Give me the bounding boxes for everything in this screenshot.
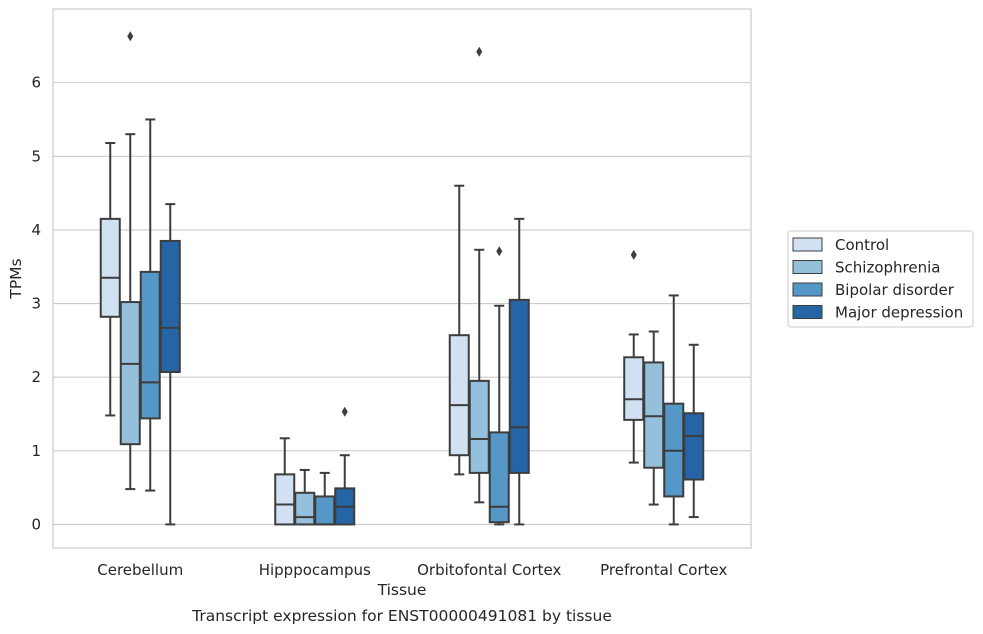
x-tick-labels: Cerebellum Hipppocampus Orbitofontal Corte…: [97, 561, 727, 579]
y-tick-label-2: 2: [31, 368, 41, 386]
box-iqr: [294, 491, 316, 526]
box-iqr: [643, 361, 665, 469]
box-2-2: [488, 246, 510, 526]
box-2-1: [468, 46, 490, 504]
y-tick-labels: 0 1 2 3 4 5 6: [31, 74, 41, 534]
box-iqr: [448, 334, 470, 457]
legend-label-3: Major depression: [835, 304, 963, 322]
x-tick-label-2: Orbitofontal Cortex: [417, 561, 561, 579]
box-0-1: [119, 31, 141, 491]
outlier-point-0: [630, 249, 637, 260]
box-3-2: [663, 294, 685, 526]
box-plot-series: [99, 31, 705, 526]
box-iqr: [623, 356, 645, 421]
y-tick-label-5: 5: [31, 147, 41, 165]
box-3-0: [623, 249, 645, 464]
box-0-3: [159, 203, 181, 526]
box-1-2: [314, 471, 336, 526]
box-2-0: [448, 184, 470, 476]
legend-swatch-0: [792, 237, 823, 252]
legend-swatch-2: [792, 282, 823, 297]
plot-area-frame: [52, 8, 752, 549]
box-iqr: [119, 301, 141, 446]
legend-swatch-3: [792, 305, 823, 319]
box-iqr: [139, 270, 161, 420]
legend-swatch-1: [792, 260, 823, 274]
outlier-point-0: [476, 46, 483, 57]
box-iqr: [488, 431, 510, 524]
box-1-3: [334, 406, 356, 526]
box-iqr: [508, 298, 530, 474]
legend-label-1: Schizophrenia: [835, 259, 940, 277]
box-3-1: [643, 330, 665, 506]
x-axis-label: Tissue: [377, 581, 427, 599]
x-tick-label-3: Prefrontal Cortex: [600, 561, 727, 579]
outlier-point-0: [127, 31, 134, 42]
legend: Control Schizophrenia Bipolar disorder Majo…: [787, 230, 974, 328]
y-tick-label-4: 4: [31, 221, 41, 239]
figure-caption: Transcript expression for ENST0000049108…: [191, 607, 612, 625]
box-0-0: [99, 142, 121, 417]
box-iqr: [159, 239, 181, 374]
legend-label-2: Bipolar disorder: [835, 281, 955, 299]
box-3-3: [683, 343, 705, 519]
legend-label-0: Control: [835, 236, 889, 254]
y-tick-label-6: 6: [31, 74, 41, 92]
x-tick-label-1: Hipppocampus: [259, 561, 371, 579]
legend-frame: [787, 230, 974, 328]
box-2-3: [508, 217, 530, 526]
box-iqr: [683, 412, 705, 481]
box-1-1: [294, 468, 316, 526]
outlier-point-0: [496, 246, 503, 257]
y-tick-label-1: 1: [31, 442, 41, 460]
y-axis-label: TPMs: [7, 258, 25, 299]
y-tick-label-0: 0: [31, 515, 41, 533]
box-iqr: [99, 217, 121, 318]
box-iqr: [314, 495, 336, 526]
box-iqr: [274, 473, 296, 526]
y-tick-label-3: 3: [31, 295, 41, 313]
x-tick-label-0: Cerebellum: [97, 561, 183, 579]
outlier-point-0: [341, 406, 348, 417]
box-0-2: [139, 118, 161, 492]
box-iqr: [468, 379, 490, 474]
